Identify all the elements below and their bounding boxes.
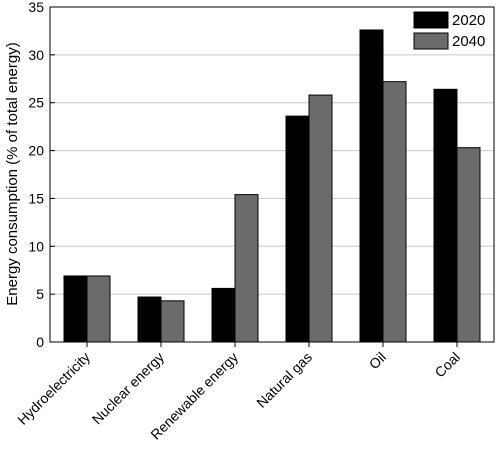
- legend-swatch: [413, 32, 449, 50]
- legend-label: 2020: [452, 12, 485, 29]
- y-tick-label: 15: [28, 190, 44, 206]
- y-tick-label: 10: [28, 238, 44, 254]
- legend-label: 2040: [452, 33, 485, 50]
- y-axis: 0 5 10 15 20 25 30 35: [28, 0, 55, 350]
- bar-2020-nuclear-energy: [137, 296, 162, 343]
- bar-2040-coal: [456, 147, 481, 343]
- bar-2020-oil: [359, 29, 384, 343]
- y-tick-label: 25: [28, 95, 44, 111]
- y-tick-label: 5: [36, 286, 44, 302]
- y-tick-label: 0: [36, 334, 44, 350]
- bar-2040-natural-gas: [308, 94, 333, 343]
- bar-2040-hydroelectricity: [86, 275, 111, 343]
- bar-2020-hydroelectricity: [63, 275, 88, 343]
- bar-2040-oil: [382, 81, 407, 343]
- legend-swatch: [413, 11, 449, 29]
- y-tick-label: 20: [28, 143, 44, 159]
- y-tick-label: 30: [28, 47, 44, 63]
- bar-2020-coal: [433, 88, 458, 343]
- bar-2020-renewable-energy: [211, 287, 236, 343]
- y-tick-label: 35: [28, 0, 44, 15]
- bar-2020-natural-gas: [285, 115, 310, 343]
- y-axis-title: Energy consumption (% of total energy): [4, 42, 21, 305]
- gridlines: [50, 54, 494, 295]
- legend: 2020 2040: [413, 11, 485, 50]
- plot-frame: [49, 6, 495, 343]
- bar-2040-nuclear-energy: [160, 300, 185, 343]
- bar-2040-renewable-energy: [234, 194, 259, 343]
